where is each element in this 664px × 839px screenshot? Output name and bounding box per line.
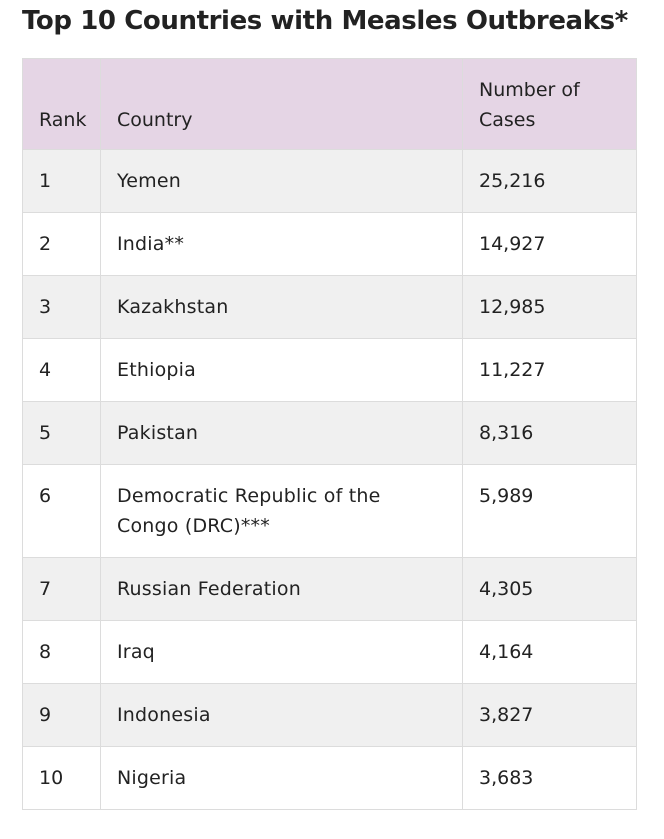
table-row: 3 Kazakhstan 12,985 xyxy=(22,275,637,339)
cell-cases: 11,227 xyxy=(462,338,637,402)
page-title: Top 10 Countries with Measles Outbreaks* xyxy=(22,6,628,36)
cell-cases: 12,985 xyxy=(462,275,637,339)
table-row: 5 Pakistan 8,316 xyxy=(22,401,637,465)
cell-cases: 25,216 xyxy=(462,149,637,213)
cell-cases: 3,683 xyxy=(462,746,637,810)
table-row: 1 Yemen 25,216 xyxy=(22,149,637,213)
cell-rank: 8 xyxy=(22,620,101,684)
cell-cases: 4,164 xyxy=(462,620,637,684)
table-row: 2 India** 14,927 xyxy=(22,212,637,276)
table-row: 7 Russian Federation 4,305 xyxy=(22,557,637,621)
table-row: 6 Democratic Republic of the Congo (DRC)… xyxy=(22,464,637,558)
cell-cases: 14,927 xyxy=(462,212,637,276)
table-row: 4 Ethiopia 11,227 xyxy=(22,338,637,402)
cell-rank: 3 xyxy=(22,275,101,339)
header-cases: Number of Cases xyxy=(462,58,637,150)
cell-rank: 6 xyxy=(22,464,101,558)
table-row: 10 Nigeria 3,683 xyxy=(22,746,637,810)
cell-country: India** xyxy=(100,212,463,276)
cell-country: Yemen xyxy=(100,149,463,213)
cell-rank: 5 xyxy=(22,401,101,465)
cell-country: Democratic Republic of the Congo (DRC)**… xyxy=(100,464,463,558)
cell-cases: 4,305 xyxy=(462,557,637,621)
cell-country: Kazakhstan xyxy=(100,275,463,339)
cell-country: Pakistan xyxy=(100,401,463,465)
header-country: Country xyxy=(100,58,463,150)
table-row: 9 Indonesia 3,827 xyxy=(22,683,637,747)
cell-rank: 2 xyxy=(22,212,101,276)
cell-country: Russian Federation xyxy=(100,557,463,621)
cell-country: Indonesia xyxy=(100,683,463,747)
cell-cases: 8,316 xyxy=(462,401,637,465)
cell-rank: 7 xyxy=(22,557,101,621)
table-header-row: Rank Country Number of Cases xyxy=(22,58,637,150)
cell-country: Iraq xyxy=(100,620,463,684)
measles-table: Rank Country Number of Cases 1 Yemen 25,… xyxy=(22,58,637,810)
table-row: 8 Iraq 4,164 xyxy=(22,620,637,684)
cell-country: Ethiopia xyxy=(100,338,463,402)
header-rank: Rank xyxy=(22,58,101,150)
cell-country: Nigeria xyxy=(100,746,463,810)
cell-cases: 5,989 xyxy=(462,464,637,558)
cell-cases: 3,827 xyxy=(462,683,637,747)
cell-rank: 1 xyxy=(22,149,101,213)
cell-rank: 10 xyxy=(22,746,101,810)
cell-rank: 4 xyxy=(22,338,101,402)
cell-rank: 9 xyxy=(22,683,101,747)
